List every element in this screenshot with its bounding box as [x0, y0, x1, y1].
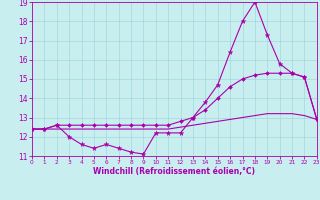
X-axis label: Windchill (Refroidissement éolien,°C): Windchill (Refroidissement éolien,°C)	[93, 167, 255, 176]
